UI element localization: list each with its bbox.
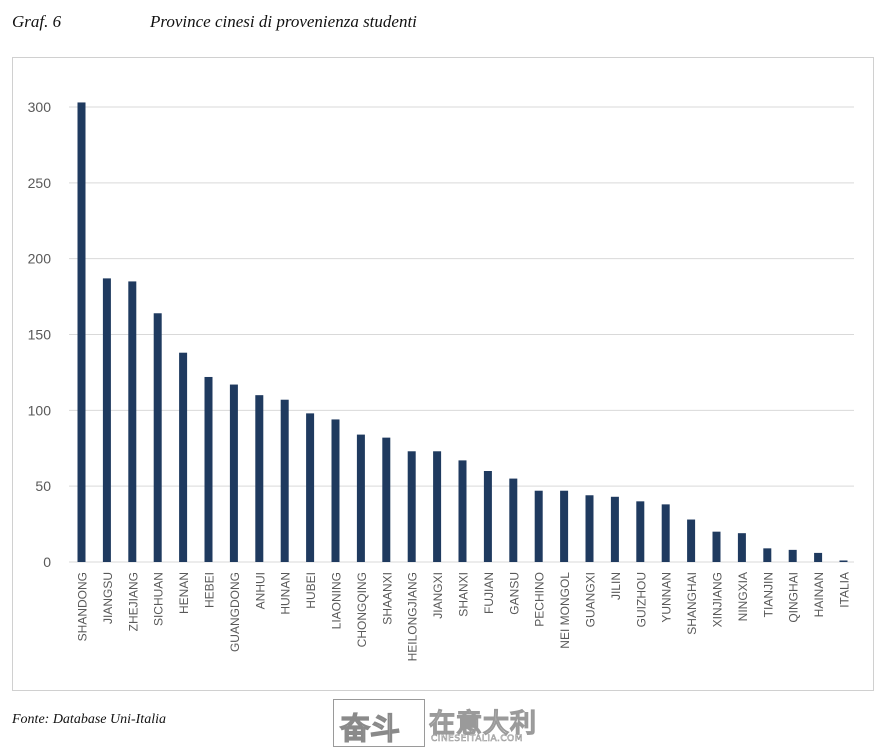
bar-guangdong <box>229 384 238 562</box>
watermark-logo-text: 奋斗 <box>339 711 400 747</box>
bar-qinghai <box>788 549 797 562</box>
x-tick-label: GUANGXI <box>584 572 598 627</box>
bar-henan <box>179 352 188 562</box>
x-tick-label: HAINAN <box>812 572 826 617</box>
bar-guangxi <box>585 495 594 562</box>
bar-nei-mongol <box>560 490 569 562</box>
x-axis-labels: SHANDONG JIANGSU ZHEJIANG SICHUAN HENAN HEBEI… <box>76 572 852 662</box>
watermark-url: CINESEITALIA.COM <box>431 734 524 745</box>
bar-chongqing <box>356 434 365 562</box>
y-tick-label: 100 <box>28 402 52 418</box>
bars <box>77 102 848 562</box>
x-tick-label: SHANDONG <box>76 572 90 641</box>
graph-number-label: Graf. 6 <box>12 12 62 31</box>
x-tick-label: HEBEI <box>203 572 217 608</box>
bar-liaoning <box>331 419 340 562</box>
x-tick-label: ITALIA <box>838 572 852 608</box>
x-tick-label: NINGXIA <box>736 572 750 621</box>
x-tick-label: XINJIANG <box>711 572 725 627</box>
chart-title: Province cinesi di provenienza studenti <box>150 12 417 31</box>
bar-guizhou <box>636 501 645 562</box>
bar-italia <box>839 560 848 562</box>
x-tick-label: YUNNAN <box>660 572 674 623</box>
x-tick-label: HENAN <box>177 572 191 614</box>
x-tick-label: GUIZHOU <box>634 572 648 627</box>
gridlines <box>69 106 854 563</box>
x-tick-label: JIANGSU <box>101 572 115 624</box>
x-tick-label: ANHUI <box>253 572 267 609</box>
bar-chart: 0 50 100 150 200 250 300 SHANDONG JIANGSU ZHEJIA… <box>28 99 854 662</box>
watermark-logo: 奋斗 在意大利 CINESEITALIA.COM <box>333 699 555 749</box>
x-tick-label: PECHINO <box>533 572 547 627</box>
bar-jilin <box>610 496 619 562</box>
bar-hainan <box>814 552 823 562</box>
x-tick-label: JIANGXI <box>431 572 445 619</box>
watermark-box: 奋斗 <box>333 699 425 748</box>
y-axis-ticks: 0 50 100 150 200 250 300 <box>28 99 52 570</box>
bar-pechino <box>534 490 543 562</box>
y-tick-label: 50 <box>35 478 51 494</box>
bar-shanxi <box>458 460 467 562</box>
bar-zhejiang <box>128 281 137 562</box>
x-tick-label: LIAONING <box>330 572 344 629</box>
bar-xinjiang <box>712 531 721 562</box>
x-tick-label: HUBEI <box>304 572 318 609</box>
bar-shandong <box>77 102 86 562</box>
x-tick-label: HEILONGJIANG <box>406 572 420 661</box>
x-tick-label: SHAANXI <box>380 572 394 625</box>
bar-hubei <box>306 413 315 562</box>
bar-hebei <box>204 376 213 562</box>
bar-ningxia <box>737 533 746 562</box>
y-tick-label: 300 <box>28 99 52 115</box>
x-tick-label: JILIN <box>609 572 623 600</box>
bar-shaanxi <box>382 437 391 562</box>
x-tick-label: SHANXI <box>457 572 471 617</box>
x-tick-label: QINGHAI <box>787 572 801 623</box>
x-tick-label: SICHUAN <box>152 572 166 626</box>
source-note: Fonte: Database Uni-Italia <box>12 712 166 727</box>
bar-yunnan <box>661 504 670 562</box>
bar-anhui <box>255 395 264 562</box>
y-tick-label: 0 <box>43 554 51 570</box>
x-tick-label: FUJIAN <box>482 572 496 614</box>
x-tick-label: HUNAN <box>279 572 293 615</box>
bar-fujian <box>483 471 492 562</box>
bar-shanghai <box>687 519 696 562</box>
bar-hunan <box>280 399 289 562</box>
x-tick-label: NEI MONGOL <box>558 572 572 649</box>
y-tick-label: 250 <box>28 175 52 191</box>
x-tick-label: CHONGQING <box>355 572 369 647</box>
x-tick-label: GANSU <box>507 572 521 615</box>
chart-frame: 0 50 100 150 200 250 300 SHANDONG JIANGSU ZHEJIA… <box>12 57 874 691</box>
x-tick-label: ZHEJIANG <box>126 572 140 631</box>
bar-sichuan <box>153 313 162 562</box>
x-tick-label: TIANJIN <box>761 572 775 617</box>
y-tick-label: 150 <box>28 327 52 343</box>
bar-gansu <box>509 478 518 562</box>
watermark-brand-text: 在意大利 <box>428 709 538 740</box>
bar-heilongjiang <box>407 451 416 562</box>
x-tick-label: GUANGDONG <box>228 572 242 652</box>
bar-jiangxi <box>433 451 442 562</box>
bar-tianjin <box>763 548 772 562</box>
y-tick-label: 200 <box>28 251 52 267</box>
bar-jiangsu <box>102 278 111 562</box>
x-tick-label: SHANGHAI <box>685 572 699 635</box>
